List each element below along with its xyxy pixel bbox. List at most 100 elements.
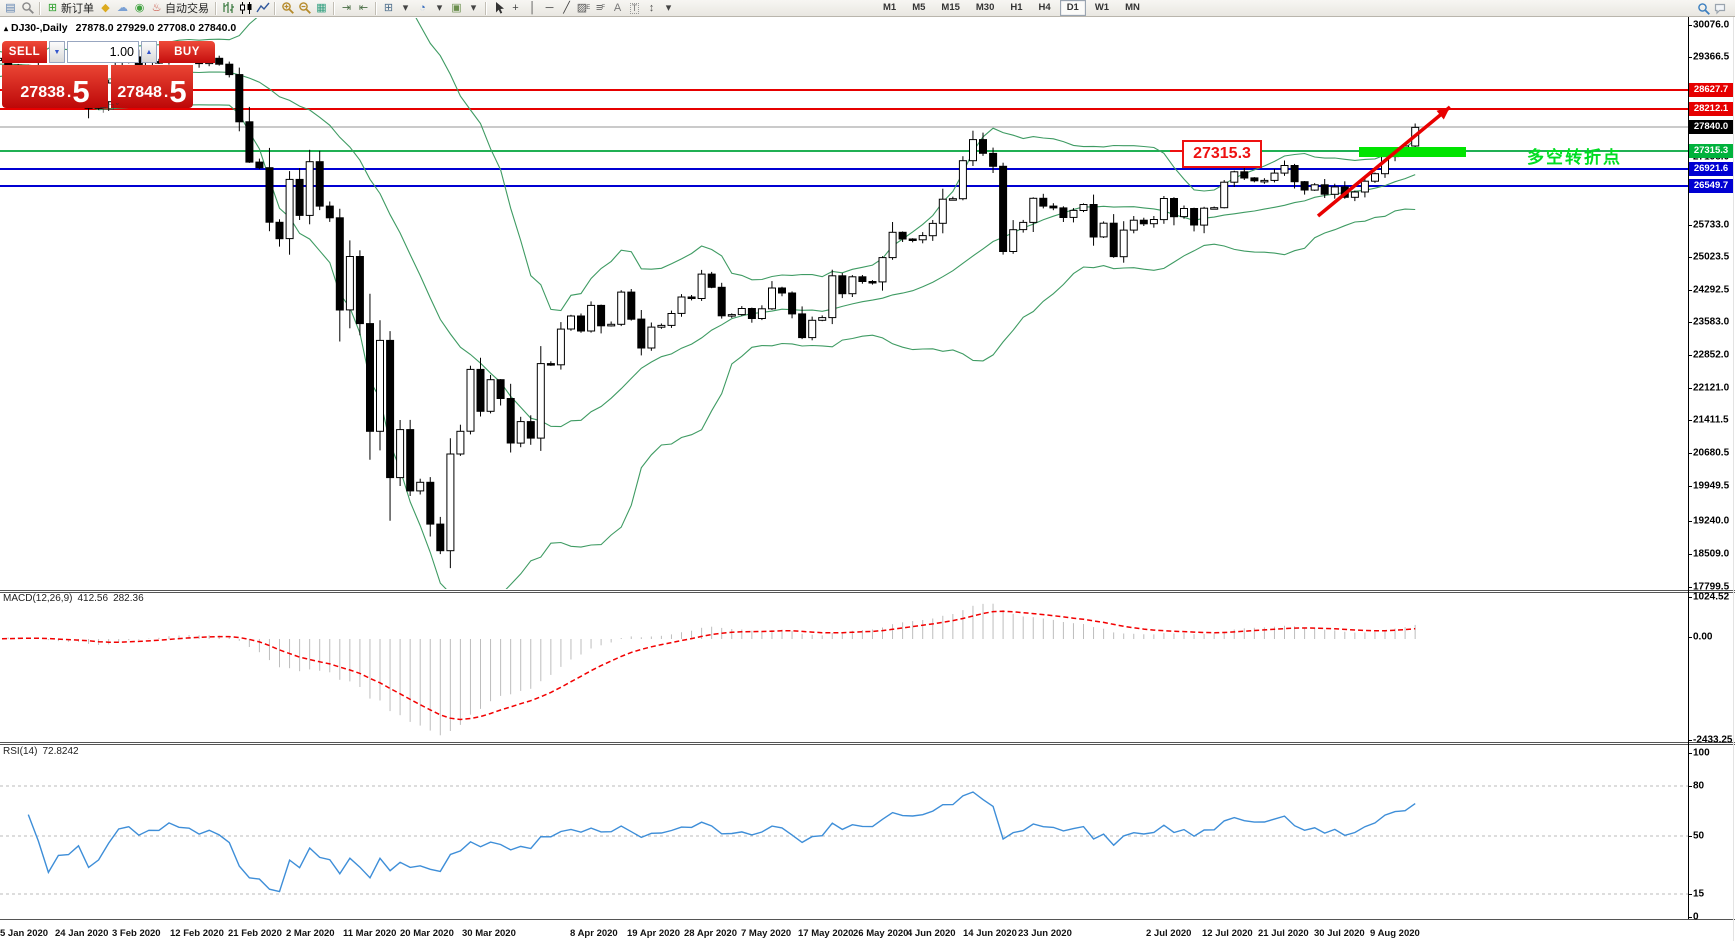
chart-shift-icon[interactable]: ⇤ bbox=[358, 1, 369, 14]
line-chart-icon[interactable] bbox=[254, 1, 271, 16]
macd-main-value: 412.56 bbox=[77, 593, 109, 604]
candle bbox=[617, 290, 626, 327]
date-label: 5 Jan 2020 bbox=[0, 928, 49, 939]
autotrading-label[interactable]: 自动交易 bbox=[165, 3, 209, 15]
equidistant-channel-icon[interactable]: ▨ E bbox=[576, 1, 591, 14]
zoom-in-icon[interactable] bbox=[279, 1, 296, 16]
candle bbox=[0, 57, 3, 62]
pivot-point-label[interactable]: 多空转折点 bbox=[1527, 148, 1622, 167]
price-tick-label: 19240.0 bbox=[1693, 515, 1730, 527]
buy-price-display[interactable]: 27848. 5 bbox=[111, 65, 193, 108]
timeframe-m1[interactable]: M1 bbox=[883, 2, 897, 13]
signal-icon[interactable]: ◉ bbox=[134, 1, 145, 14]
auto-scroll-icon[interactable]: ⇥ bbox=[341, 1, 352, 14]
candle bbox=[1250, 177, 1259, 183]
new-order-icon[interactable]: ⊞ bbox=[47, 1, 58, 14]
toolbar-separator bbox=[39, 1, 41, 15]
rsi-value: 72.8242 bbox=[42, 746, 79, 757]
volume-decrease-button[interactable]: ▼ bbox=[49, 41, 65, 63]
candle bbox=[1330, 183, 1339, 199]
chat-icon[interactable] bbox=[1712, 1, 1729, 16]
price-badge: 27840.0 bbox=[1689, 120, 1733, 134]
bar-chart-icon[interactable] bbox=[220, 1, 237, 16]
candlestick-chart-icon[interactable] bbox=[237, 1, 254, 16]
cleanup-icon[interactable]: ◆ bbox=[101, 1, 110, 14]
candle bbox=[225, 61, 234, 78]
timeframe-w1[interactable]: W1 bbox=[1094, 2, 1110, 13]
one-click-trading-panel: SELL ▼ 1.00 ▲ BUY 27838. 5 27848. 5 bbox=[2, 41, 215, 108]
cloud-icon[interactable]: ☁ bbox=[117, 1, 128, 14]
chevron-down-icon[interactable]: ▾ bbox=[665, 1, 672, 14]
cursor-icon[interactable] bbox=[490, 1, 507, 16]
sell-button[interactable]: SELL bbox=[2, 41, 47, 63]
autotrading-icon[interactable]: ♨ bbox=[151, 1, 162, 14]
vertical-line-icon[interactable]: │ bbox=[529, 1, 536, 14]
clock-icon[interactable]: ◔ bbox=[419, 1, 426, 14]
search-icon[interactable] bbox=[1695, 1, 1712, 16]
volume-increase-button[interactable]: ▲ bbox=[141, 41, 157, 63]
new-order-label[interactable]: 新订单 bbox=[61, 3, 94, 15]
candle bbox=[345, 240, 354, 329]
candles-layer bbox=[0, 42, 1420, 569]
tile-windows-icon[interactable]: ▦ bbox=[316, 1, 327, 14]
candle bbox=[798, 306, 807, 340]
price-badge: 28627.7 bbox=[1689, 83, 1733, 97]
buy-price-frac: 5 bbox=[169, 74, 187, 110]
buy-button[interactable]: BUY bbox=[159, 41, 215, 63]
trendline-icon[interactable]: ╱ bbox=[563, 1, 570, 14]
chevron-down-icon[interactable]: ▾ bbox=[470, 1, 477, 14]
price-tick-label: 22121.0 bbox=[1693, 382, 1730, 394]
toolbar-separator bbox=[333, 1, 335, 15]
price-callout-box[interactable]: 27315.3 bbox=[1182, 140, 1262, 168]
chevron-down-icon[interactable]: ▾ bbox=[436, 1, 443, 14]
candle bbox=[878, 256, 887, 291]
timeframe-m30[interactable]: M30 bbox=[975, 2, 995, 13]
sell-price-display[interactable]: 27838. 5 bbox=[2, 65, 108, 108]
price-tick-label: 15 bbox=[1693, 888, 1705, 900]
candle bbox=[376, 320, 384, 451]
date-label: 7 May 2020 bbox=[741, 928, 792, 939]
candle bbox=[647, 322, 656, 351]
candle bbox=[1029, 197, 1038, 232]
collapse-triangle-icon[interactable]: ▴ bbox=[4, 24, 9, 33]
date-label: 20 Mar 2020 bbox=[400, 928, 454, 939]
chevron-down-icon[interactable]: ▾ bbox=[402, 1, 409, 14]
crosshair-icon[interactable]: + bbox=[512, 1, 519, 14]
timeframe-mn[interactable]: MN bbox=[1125, 2, 1140, 13]
buy-price-main: 27848 bbox=[117, 84, 162, 101]
timeframe-m5[interactable]: M5 bbox=[912, 2, 926, 13]
candle bbox=[697, 269, 706, 301]
candle bbox=[948, 196, 957, 201]
text-icon[interactable]: A bbox=[613, 1, 622, 14]
candle bbox=[295, 168, 304, 220]
arrows-icon[interactable]: ↕ bbox=[648, 1, 655, 14]
new-chart-icon[interactable]: ⊞ bbox=[383, 1, 394, 14]
candle bbox=[928, 220, 937, 241]
candle bbox=[989, 147, 998, 173]
price-tick-label: 18509.0 bbox=[1693, 548, 1730, 560]
candle bbox=[1129, 216, 1138, 234]
price-tick-label: 25733.0 bbox=[1693, 219, 1730, 231]
market-watch-icon[interactable]: ▤ bbox=[5, 1, 16, 14]
zoom-out-icon[interactable] bbox=[296, 1, 313, 16]
price-badge: 26549.7 bbox=[1689, 179, 1733, 193]
timeframe-h4[interactable]: H4 bbox=[1038, 2, 1051, 13]
timeframe-h1[interactable]: H1 bbox=[1010, 2, 1023, 13]
chart-preview-icon[interactable] bbox=[19, 1, 36, 16]
templates-icon[interactable]: ▣ bbox=[451, 1, 462, 14]
price-tick-label: 22852.0 bbox=[1693, 349, 1730, 361]
support-zone-bar[interactable] bbox=[1359, 147, 1466, 157]
candle bbox=[969, 130, 977, 166]
candle bbox=[818, 315, 827, 322]
candle bbox=[768, 281, 776, 310]
candle bbox=[1371, 172, 1379, 183]
text-label-icon[interactable]: T bbox=[629, 2, 640, 14]
timeframe-d1[interactable]: D1 bbox=[1059, 0, 1086, 16]
trend-arrow[interactable] bbox=[1316, 105, 1452, 218]
candle bbox=[958, 156, 967, 201]
timeframe-m15[interactable]: M15 bbox=[941, 2, 960, 13]
volume-input[interactable]: 1.00 bbox=[67, 41, 139, 63]
fibonacci-icon[interactable]: ≡ F bbox=[595, 1, 606, 14]
horizontal-line-icon[interactable]: ─ bbox=[545, 1, 554, 14]
